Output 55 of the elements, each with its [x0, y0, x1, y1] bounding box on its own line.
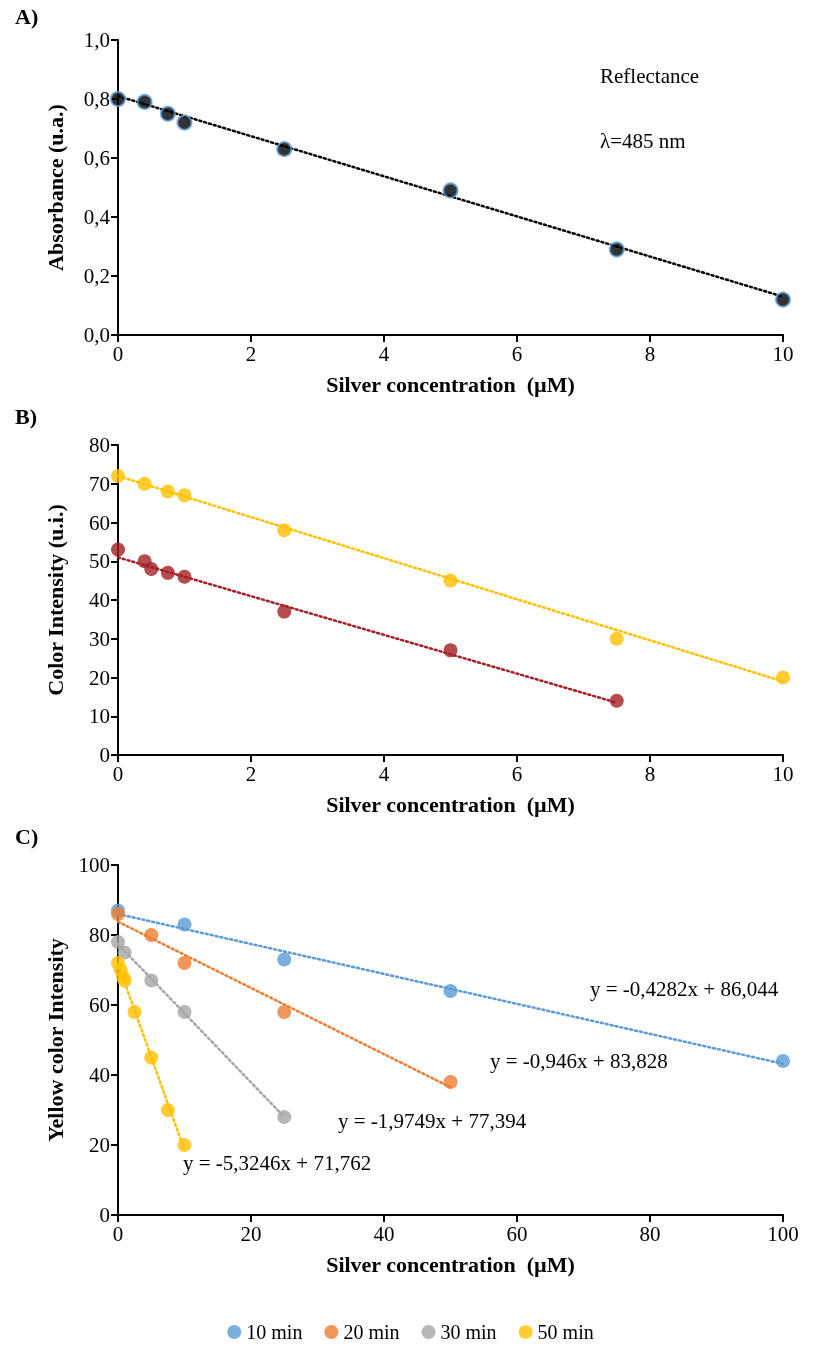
legend-label: 10 min — [246, 1321, 303, 1343]
chart-title: B) — [15, 403, 37, 429]
y-tick-label: 20 — [89, 1133, 110, 1157]
x-axis-title: Silver concentration (µM) — [326, 1251, 575, 1277]
y-tick-label: 30 — [89, 626, 110, 651]
y-axis-title: Absorbance (u.a.) — [42, 104, 68, 271]
x-tick-label: 2 — [245, 761, 257, 786]
legend-label: 20 min — [343, 1321, 400, 1343]
x-tick-label: 4 — [378, 341, 390, 366]
chart-title: C) — [15, 823, 39, 849]
y-axis-title: Yellow color Intensity — [42, 938, 68, 1142]
y-tick-label: 20 — [89, 665, 110, 690]
x-tick-label: 100 — [767, 1221, 799, 1246]
legend-label: 30 min — [440, 1321, 497, 1343]
x-tick-label: 8 — [644, 341, 656, 366]
x-tick-label: 60 — [506, 1221, 528, 1246]
annotation: y = -0,4282x + 86,044 — [590, 976, 779, 1001]
x-tick-label: 6 — [511, 761, 523, 786]
y-axis-title: Color Intensity (u.i.) — [42, 504, 68, 696]
annotation: y = -5,3246x + 71,762 — [183, 1150, 372, 1175]
annotation: λ=485 nm — [600, 128, 686, 153]
y-tick-label: 10 — [89, 704, 110, 729]
x-tick-label: 4 — [378, 761, 390, 786]
y-tick-label: 100 — [78, 853, 110, 877]
x-axis-title: Silver concentration (µM) — [326, 791, 575, 817]
y-tick-label: 0 — [99, 1203, 110, 1227]
annotation: y = -0,946x + 83,828 — [490, 1048, 668, 1073]
x-tick-label: 10 — [772, 761, 794, 786]
y-tick-label: 0,6 — [83, 146, 110, 170]
x-tick-label: 8 — [644, 761, 656, 786]
y-tick-label: 60 — [89, 510, 110, 535]
y-tick-label: 50 — [89, 549, 110, 574]
y-tick-label: 70 — [89, 471, 110, 496]
annotation: Reflectance — [600, 63, 700, 88]
x-axis-title: Silver concentration (µM) — [326, 371, 575, 397]
x-tick-label: 40 — [373, 1221, 395, 1246]
x-tick-label: 6 — [511, 341, 523, 366]
x-tick-label: 10 — [772, 341, 794, 366]
x-tick-label: 80 — [639, 1221, 661, 1246]
annotation: y = -1,9749x + 77,394 — [338, 1108, 527, 1133]
chart-title: A) — [15, 3, 39, 29]
y-tick-label: 0,8 — [83, 87, 110, 111]
y-tick-label: 80 — [89, 433, 110, 457]
y-tick-label: 40 — [89, 588, 110, 612]
y-tick-label: 0,2 — [83, 264, 110, 288]
x-tick-label: 2 — [245, 341, 257, 366]
y-tick-label: 0 — [99, 743, 110, 767]
y-tick-label: 0,4 — [83, 205, 111, 229]
legend-label: 50 min — [537, 1321, 594, 1343]
y-tick-label: 1,0 — [83, 28, 110, 52]
y-tick-label: 40 — [89, 1063, 110, 1087]
x-tick-label: 20 — [240, 1221, 262, 1246]
y-tick-label: 80 — [89, 923, 110, 947]
y-tick-label: 0,0 — [83, 323, 110, 347]
y-tick-label: 60 — [89, 993, 110, 1017]
